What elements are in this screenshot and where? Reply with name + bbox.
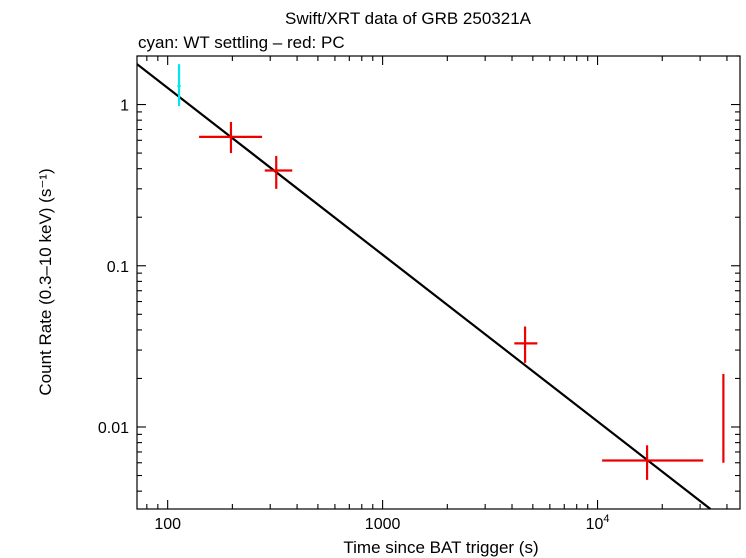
y-axis-label: Count Rate (0.3–10 keV) (s⁻¹) <box>36 168 55 395</box>
data-point-1-1 <box>264 155 293 189</box>
x-tick-label-base: 10 <box>586 516 604 533</box>
x-tick-label-base: 1000 <box>365 516 401 533</box>
data-point-1-2 <box>514 326 538 363</box>
x-tick-label-2: 104 <box>586 513 610 533</box>
y-tick-label-0: 1 <box>120 98 129 115</box>
x-tick-label-1: 1000 <box>365 516 401 533</box>
chart-subtitle: cyan: WT settling – red: PC <box>138 33 345 52</box>
fit-line <box>137 63 712 509</box>
data-point-1-0 <box>199 121 263 154</box>
axis-ticks-layer: 100 1000 104 1 0.1 0.01 <box>98 55 740 533</box>
chart-title: Swift/XRT data of GRB 250321A <box>285 9 532 28</box>
plot-frame <box>136 55 741 510</box>
fit-layer <box>137 63 712 509</box>
data-points-layer <box>177 64 725 480</box>
data-point-1-3 <box>602 445 704 480</box>
data-point-0-0 <box>177 64 181 106</box>
x-tick-label-exponent: 4 <box>603 513 609 525</box>
x-tick-label-0: 100 <box>154 516 181 533</box>
x-axis-label: Time since BAT trigger (s) <box>343 538 538 557</box>
y-tick-label-1: 0.1 <box>107 259 129 276</box>
y-tick-label-2: 0.01 <box>98 420 129 437</box>
x-tick-label-base: 100 <box>154 516 181 533</box>
data-point-1-4 <box>722 374 725 463</box>
